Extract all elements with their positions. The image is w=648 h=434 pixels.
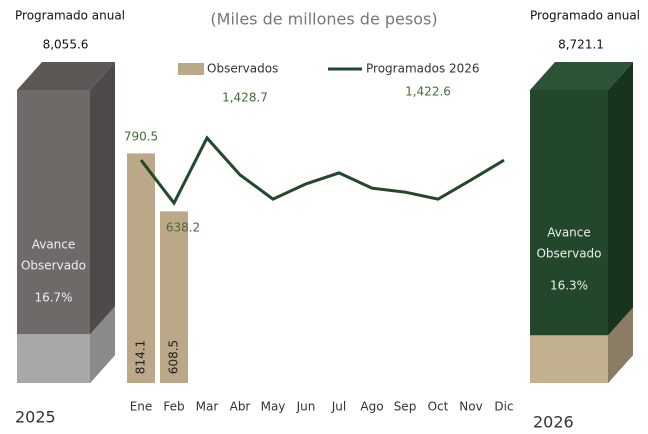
legend-swatch	[178, 63, 204, 75]
avance-side	[608, 307, 633, 383]
x-tick-label: Dic	[494, 400, 513, 414]
annotation: 1,422.6	[405, 85, 451, 99]
bar-value-label: 608.5	[167, 340, 181, 374]
x-tick-label: Jun	[296, 400, 316, 414]
panel-label: Avance	[547, 226, 591, 240]
x-tick-label: Ene	[130, 400, 153, 414]
box-front	[530, 90, 608, 383]
x-tick-label: May	[261, 400, 286, 414]
avance-fill	[530, 335, 608, 383]
panel-label: Avance	[32, 238, 76, 252]
x-tick-label: Ago	[360, 400, 383, 414]
panel-total: 8,055.6	[43, 38, 89, 52]
line-value-label: 790.5	[124, 130, 158, 144]
panel-year: 2026	[533, 413, 574, 432]
panel-total: 8,721.1	[558, 38, 604, 52]
panel-avance: 16.3%	[550, 279, 588, 293]
annotation: 1,428.7	[222, 91, 268, 105]
legend-label: Programados 2026	[366, 62, 480, 76]
line	[139, 135, 505, 206]
line-value-label: 638.2	[166, 221, 200, 235]
box-side	[608, 62, 633, 383]
panel-year: 2025	[15, 408, 56, 427]
x-tick-label: Oct	[428, 400, 449, 414]
avance-fill	[17, 334, 90, 383]
x-tick-label: Jul	[331, 400, 346, 414]
panel-heading: Programado anual	[15, 9, 125, 23]
x-tick-label: Mar	[196, 400, 219, 414]
box-top	[530, 62, 633, 90]
box-top	[17, 62, 115, 90]
chart-title: (Miles de millones de pesos)	[210, 10, 437, 29]
panel-avance: 16.7%	[34, 291, 72, 305]
x-tick-label: Sep	[394, 400, 417, 414]
bar-value-label: 814.1	[134, 340, 148, 374]
x-tick-label: Nov	[459, 400, 482, 414]
bar	[160, 211, 188, 383]
x-tick-label: Abr	[230, 400, 251, 414]
legend-label: Observados	[207, 62, 278, 76]
panel-label: Observado	[21, 259, 86, 273]
bar	[127, 153, 155, 383]
panel-label: Observado	[536, 247, 601, 261]
x-tick-label: Feb	[163, 400, 184, 414]
panel-heading: Programado anual	[530, 9, 640, 23]
box-side	[90, 62, 115, 383]
avance-side	[90, 306, 115, 383]
